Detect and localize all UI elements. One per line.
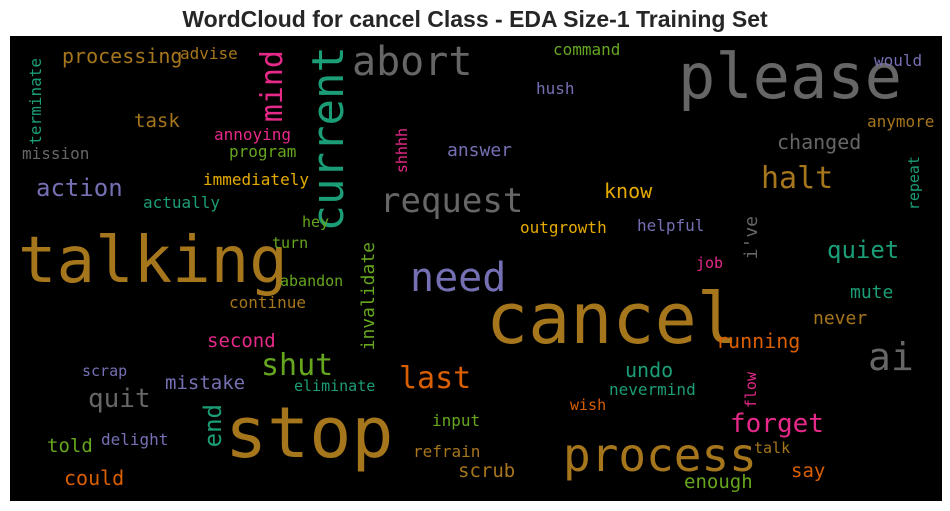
word-mute: mute [850, 282, 894, 303]
word-enough: enough [684, 471, 753, 493]
word-nevermind: nevermind [609, 380, 696, 399]
word-mistake: mistake [165, 372, 246, 394]
chart-title: WordCloud for cancel Class - EDA Size-1 … [182, 6, 768, 32]
word-annoying: annoying [214, 125, 292, 144]
word-input: input [432, 411, 481, 430]
word-helpful: helpful [637, 216, 705, 235]
word-cancel: cancel [486, 278, 739, 360]
word-talking: talking [18, 224, 288, 298]
word-shut: shut [261, 348, 334, 383]
word-job: job [696, 254, 724, 272]
word-shhhh: shhhh [393, 128, 411, 174]
word-need: need [410, 255, 507, 301]
word-anymore: anymore [867, 112, 935, 131]
word-end: end [199, 404, 227, 448]
word-advise: advise [180, 44, 238, 63]
word-terminate: terminate [26, 58, 45, 145]
word-changed: changed [777, 130, 862, 154]
word-repeat: repeat [905, 156, 923, 211]
word-actually: actually [143, 193, 221, 212]
word-process: process [563, 428, 757, 482]
word-immediately: immediately [203, 170, 309, 189]
word-outgrowth: outgrowth [520, 218, 607, 237]
word-processing: processing [62, 44, 183, 68]
word-invalidate: invalidate [358, 242, 379, 351]
word-undo: undo [625, 358, 674, 382]
word-never: never [813, 308, 868, 329]
word-command: command [553, 40, 621, 59]
word-last: last [399, 361, 472, 396]
word-scrub: scrub [458, 460, 516, 482]
word-would: would [874, 51, 923, 70]
word-request: request [380, 181, 524, 221]
word-hush: hush [536, 79, 575, 98]
word-quit: quit [88, 384, 151, 414]
word-eliminate: eliminate [294, 377, 376, 395]
word-task: task [134, 110, 180, 132]
word-hey: hey [302, 213, 330, 231]
word-stop: stop [225, 392, 394, 474]
word-could: could [64, 466, 125, 490]
word-cloud: please talking cancel stop process curre… [10, 36, 942, 501]
word-please: please [678, 40, 902, 113]
word-second: second [207, 330, 276, 352]
word-delight: delight [101, 430, 169, 449]
word-ai: ai [868, 335, 914, 379]
word-mind: mind [255, 50, 290, 123]
word-flow: flow [742, 372, 760, 409]
word-action: action [36, 174, 123, 202]
word-talk: talk [754, 439, 791, 457]
word-scrap: scrap [82, 362, 128, 380]
word-running: running [716, 329, 801, 353]
word-say: say [791, 460, 826, 482]
word-refrain: refrain [413, 442, 481, 461]
word-current: current [303, 46, 354, 232]
word-abort: abort [352, 39, 473, 85]
word-forget: forget [730, 409, 824, 439]
word-turn: turn [272, 234, 309, 252]
word-program: program [229, 142, 297, 161]
word-wish: wish [570, 396, 607, 414]
word-mission: mission [22, 144, 90, 163]
word-halt: halt [761, 161, 834, 196]
word-continue: continue [229, 293, 307, 312]
word-quiet: quiet [827, 236, 900, 264]
word-abandon: abandon [280, 272, 344, 290]
word-ive: i've [741, 216, 762, 260]
word-answer: answer [447, 140, 513, 161]
word-know: know [604, 179, 653, 203]
word-told: told [47, 435, 93, 457]
